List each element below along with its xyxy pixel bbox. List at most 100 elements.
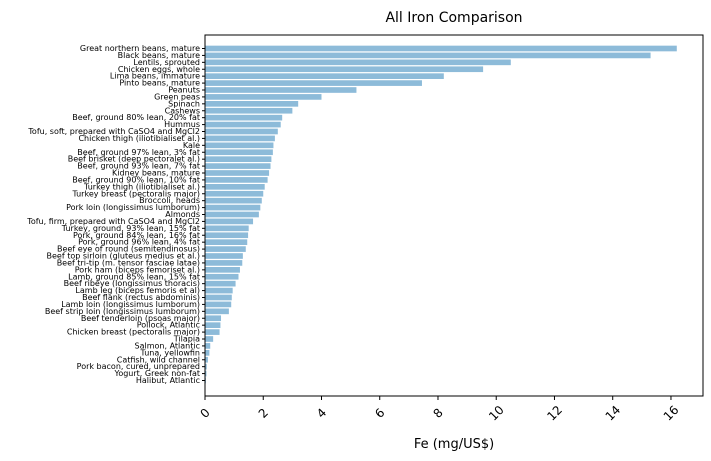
category-label: Hummus — [164, 120, 200, 129]
x-tick-label: 2 — [256, 406, 271, 421]
bar — [205, 315, 222, 322]
bar — [205, 225, 249, 232]
category-label: Pork bacon, cured, unprepared — [77, 362, 200, 371]
bar — [205, 370, 207, 377]
bar — [205, 170, 270, 176]
bar — [205, 66, 484, 73]
bar — [205, 45, 677, 52]
category-label: Beef, ground 80% lean, 20% fat — [72, 113, 200, 122]
bar — [205, 273, 239, 280]
bars — [205, 45, 677, 384]
category-label: Kidney beans, mature — [112, 169, 200, 178]
category-label: Green peas — [154, 92, 200, 101]
bar — [205, 156, 272, 162]
category-label: Halibut, Atlantic — [136, 376, 200, 385]
bar — [205, 149, 273, 156]
bar — [205, 52, 651, 59]
bar — [205, 343, 211, 349]
category-label: Chicken thigh (iliotibialiset al.) — [78, 134, 200, 143]
bar — [205, 322, 221, 328]
category-label: Tofu, soft, prepared with CaSO4 and MgCl… — [27, 127, 200, 136]
bar — [205, 239, 248, 245]
category-label: Pork, ground 96% lean, 4% fat — [78, 238, 200, 247]
category-label: Black beans, mature — [118, 51, 200, 60]
bar — [205, 184, 265, 190]
category-label: Beef ribeye (longissimus thoracis) — [64, 279, 200, 288]
bar — [205, 301, 232, 308]
x-tick-label: 10 — [486, 403, 507, 424]
category-label: Pork loin (longissimus lumborum) — [66, 203, 200, 212]
bar — [205, 128, 278, 135]
category-label: Tilapia — [173, 335, 200, 344]
category-label: Broccoli, heads — [139, 196, 200, 205]
category-label: Tofu, firm, prepared with CaSO4 and MgCl… — [26, 217, 200, 226]
bar — [205, 163, 271, 169]
bar — [205, 135, 275, 142]
bar — [205, 336, 214, 342]
x-tick-label: 8 — [431, 406, 446, 421]
category-label: Beef strip loin (longissimus lumborum) — [45, 307, 200, 316]
x-axis-label: Fe (mg/US$) — [414, 437, 494, 452]
bar — [205, 211, 259, 218]
category-label: Turkey, ground, 93% lean, 15% fat — [61, 224, 200, 233]
bar — [205, 94, 322, 100]
bar — [205, 177, 268, 183]
bar — [205, 363, 207, 370]
bar — [205, 218, 254, 225]
category-label: Lentils, sprouted — [133, 58, 200, 67]
x-tick-label: 12 — [544, 403, 565, 424]
bar — [205, 280, 236, 287]
bar — [205, 190, 264, 197]
bar — [205, 350, 210, 356]
chart-title: All Iron Comparison — [385, 10, 522, 26]
bar — [205, 287, 233, 294]
category-label: Beef flank (rectus abdominis) — [82, 293, 200, 302]
category-label: Great northern beans, mature — [80, 44, 200, 53]
bar — [205, 107, 293, 114]
bar — [205, 204, 261, 211]
bar — [205, 294, 232, 301]
bar — [205, 232, 249, 239]
x-tick-label: 4 — [314, 406, 329, 421]
bar — [205, 308, 229, 315]
bar — [205, 197, 262, 204]
category-label: Lamb loin (longissimus lumborum) — [61, 300, 200, 309]
category-label: Lamb leg (biceps femoris et al) — [75, 286, 200, 295]
category-label: Pork, ground 84% lean, 16% fat — [73, 231, 200, 240]
x-tick-label: 6 — [372, 406, 387, 421]
category-label: Catfish, wild channel — [117, 355, 200, 364]
bar — [205, 142, 274, 149]
category-label: Turkey thigh (iliotibialiset al.) — [83, 182, 200, 191]
category-label: Beef tenderloin (psoas major) — [81, 314, 200, 323]
category-label: Peanuts — [168, 86, 200, 95]
category-label: Beef, ground 93% lean, 7% fat — [77, 162, 200, 171]
bar — [205, 246, 246, 252]
category-label: Yogurt, Greek non-fat — [114, 369, 201, 378]
x-axis-ticks: 0 2 4 6 8 10 12 14 16 — [198, 396, 682, 424]
bar — [205, 356, 208, 363]
bar — [205, 121, 281, 128]
bar — [205, 73, 444, 79]
bar — [205, 59, 511, 66]
category-label: Beef eye of round (semitendinosus) — [57, 245, 200, 254]
plot-area-frame — [204, 34, 704, 397]
category-label: Chicken breast (pectoralis major) — [67, 328, 200, 337]
category-label: Beef brisket (deep pectoralet al.) — [68, 155, 200, 164]
bar — [205, 114, 283, 121]
category-label: Beef top sirloin (gluteus medius et al.) — [47, 252, 201, 261]
category-label: Chicken eggs, whole — [118, 65, 200, 74]
x-tick-label: 16 — [661, 403, 682, 424]
bar — [205, 267, 240, 273]
bar — [205, 101, 299, 107]
category-label: Turkey breast (pectoralis major) — [71, 189, 200, 198]
category-label: Pinto beans, mature — [119, 79, 200, 88]
category-label: Tuna, yellowfin — [140, 348, 200, 357]
category-label: Beef, ground 97% lean, 3% fat — [77, 148, 200, 157]
bar — [205, 253, 243, 259]
bar — [205, 87, 357, 93]
category-label: Lamb, ground 85% lean, 15% fat — [68, 272, 200, 281]
category-label: Cashews — [165, 106, 200, 115]
category-label: Almonds — [165, 210, 200, 219]
